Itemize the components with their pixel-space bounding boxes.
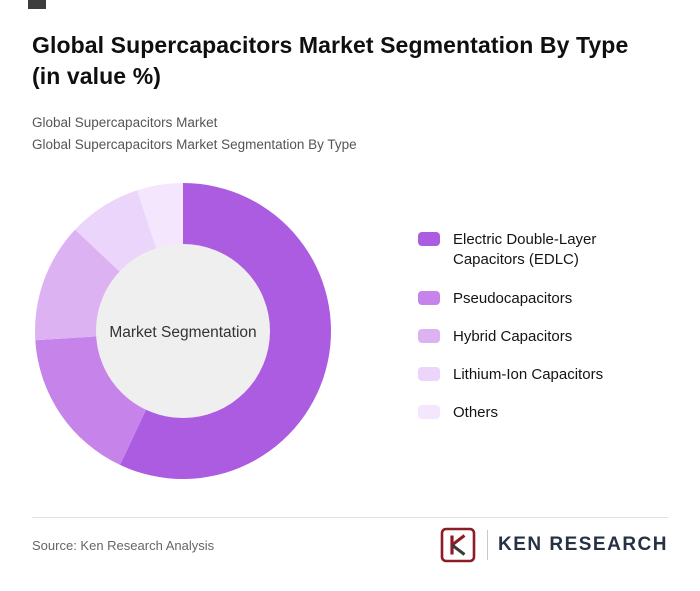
donut-segments <box>35 183 332 479</box>
legend-item-lithium-ion-capacitors: Lithium-Ion Capacitors <box>418 365 643 385</box>
legend-swatch-pseudocapacitors <box>418 290 440 305</box>
legend-label-others: Others <box>453 404 499 422</box>
legend-item-hybrid-capacitors: Hybrid Capacitors <box>418 327 643 347</box>
footer-divider <box>32 517 668 518</box>
page-title-line-1: Global Supercapacitors Market Segmentati… <box>32 32 629 58</box>
page-title-line-2: (in value %) <box>32 63 162 90</box>
brand-separator <box>486 530 488 560</box>
donut-center-label: Market Segmentation <box>109 324 256 341</box>
donut-segment-4 <box>137 183 183 249</box>
subtitle-block: Global Supercapacitors Market Global Sup… <box>32 112 357 157</box>
subtitle-segmentation: Global Supercapacitors Market Segmentati… <box>32 137 357 153</box>
donut-chart-svg: Market Segmentation <box>35 183 332 479</box>
legend-swatch-others <box>418 405 440 420</box>
legend-item-pseudocapacitors: Pseudocapacitors <box>418 289 643 309</box>
donut-segment-0 <box>119 183 332 479</box>
legend-item-edlc: Electric Double-Layer Capacitors (EDLC) <box>418 230 643 271</box>
donut-segment-2 <box>35 229 120 341</box>
top-edge-artifact <box>28 0 46 9</box>
chart-legend: Electric Double-Layer Capacitors (EDLC) … <box>418 230 643 424</box>
page-title: Global Supercapacitors Market Segmentati… <box>32 30 672 92</box>
legend-label-edlc: Electric Double-Layer Capacitors (EDLC) <box>453 231 597 269</box>
legend-item-others: Others <box>418 403 643 423</box>
legend-swatch-lithium-ion-capacitors <box>418 367 440 381</box>
legend-swatch-edlc <box>418 232 440 246</box>
donut-center-circle <box>96 244 270 418</box>
brand-wordmark: KEN RESEARCH <box>497 534 668 555</box>
legend-label-hybrid-capacitors: Hybrid Capacitors <box>453 327 573 345</box>
donut-segment-3 <box>75 190 157 272</box>
legend-swatch-hybrid-capacitors <box>418 328 440 343</box>
subtitle-market: Global Supercapacitors Market <box>32 115 218 130</box>
legend-label-lithium-ion-capacitors: Lithium-Ion Capacitors <box>453 366 604 383</box>
ken-research-emblem-icon <box>440 527 476 563</box>
source-note: Source: Ken Research Analysis <box>32 538 215 553</box>
brand-logo: KEN RESEARCH <box>439 526 668 564</box>
legend-label-pseudocapacitors: Pseudocapacitors <box>453 289 573 307</box>
donut-segment-1 <box>35 336 147 465</box>
donut-chart: Market Segmentation <box>33 181 333 481</box>
